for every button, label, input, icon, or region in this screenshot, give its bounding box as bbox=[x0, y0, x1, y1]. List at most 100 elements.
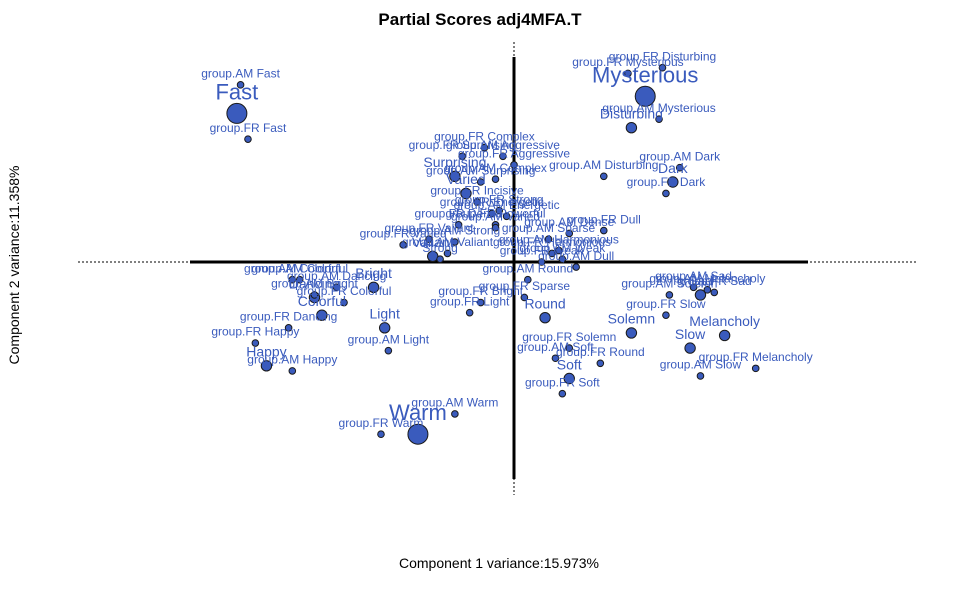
point-marker bbox=[548, 249, 556, 258]
point-marker bbox=[495, 206, 504, 215]
point-marker bbox=[378, 322, 391, 334]
point-label: Bright bbox=[355, 265, 392, 281]
point-label: group.AM Aggressive bbox=[446, 138, 560, 152]
point-marker bbox=[236, 81, 245, 89]
point-label: group.FR Valiant bbox=[384, 221, 474, 235]
point-label: Light bbox=[369, 306, 399, 322]
point-label: Happy bbox=[246, 344, 286, 360]
point-marker bbox=[451, 238, 459, 246]
point-label: group.FR Incisive bbox=[430, 184, 524, 198]
point-marker bbox=[491, 223, 500, 232]
point-marker bbox=[310, 291, 319, 299]
point-marker bbox=[332, 283, 341, 292]
point-marker bbox=[476, 298, 485, 307]
point-marker bbox=[425, 235, 433, 243]
point-marker bbox=[340, 298, 348, 307]
point-marker bbox=[226, 102, 248, 124]
point-label: Round bbox=[524, 296, 565, 312]
point-marker bbox=[718, 329, 731, 342]
point-marker bbox=[377, 430, 385, 439]
point-marker bbox=[544, 235, 553, 243]
point-label: group.AM Fast bbox=[201, 67, 280, 81]
point-label: group.FR Round bbox=[556, 345, 645, 359]
point-marker bbox=[524, 275, 532, 284]
point-marker bbox=[458, 152, 467, 161]
point-label: group.FR Soft bbox=[525, 375, 600, 389]
point-marker bbox=[596, 359, 605, 368]
point-marker bbox=[399, 241, 407, 249]
point-marker bbox=[551, 354, 560, 363]
chart-title: Partial Scores adj4MFA.T bbox=[378, 10, 582, 29]
point-marker bbox=[675, 163, 684, 172]
point-label: group.FR Light bbox=[430, 294, 510, 308]
point-marker bbox=[658, 63, 667, 72]
point-marker bbox=[288, 275, 297, 284]
point-label: group.FR Sad bbox=[677, 274, 752, 288]
point-marker bbox=[491, 175, 500, 183]
point-label: group.AM Surprising bbox=[426, 164, 535, 178]
point-marker bbox=[703, 286, 712, 294]
point-marker bbox=[284, 324, 293, 332]
point-label: group.FR Surprising bbox=[409, 138, 516, 152]
point-label: group.AM Weak bbox=[519, 241, 606, 255]
point-label: group.FR Disturbing bbox=[609, 49, 716, 63]
point-marker bbox=[407, 423, 429, 445]
point-label: Valiant bbox=[412, 234, 454, 250]
point-label: Sad bbox=[688, 273, 713, 289]
point-label: group.FR Slow bbox=[626, 297, 706, 311]
point-label: group.FR Melancholy bbox=[699, 350, 813, 364]
point-marker bbox=[751, 364, 760, 373]
point-label: Melancholy bbox=[689, 313, 760, 329]
point-marker bbox=[499, 152, 507, 161]
point-marker bbox=[451, 410, 459, 418]
point-marker bbox=[572, 263, 580, 271]
point-label: Colorful bbox=[298, 293, 346, 309]
point-marker bbox=[260, 360, 273, 372]
point-marker bbox=[480, 143, 489, 152]
point-label: group.FR Dancing bbox=[240, 310, 337, 324]
point-label: group.AM Solemn bbox=[621, 277, 717, 291]
point-label: group.FR Harmonious bbox=[493, 235, 611, 249]
point-label: group.AM Warm bbox=[411, 396, 498, 410]
point-label: group.FR Weak bbox=[500, 244, 585, 258]
point-marker bbox=[710, 288, 719, 297]
point-marker bbox=[599, 226, 608, 235]
point-label: Varied bbox=[446, 171, 485, 187]
point-label: group.FR Powerful bbox=[446, 207, 546, 221]
point-marker bbox=[510, 161, 518, 169]
point-marker bbox=[465, 308, 474, 317]
point-label: group.FR Dark bbox=[627, 175, 707, 189]
point-marker bbox=[384, 346, 393, 355]
point-label: group.FR Varied bbox=[360, 227, 447, 241]
point-marker bbox=[665, 291, 674, 299]
point-label: Slow bbox=[675, 326, 706, 342]
point-marker bbox=[684, 342, 696, 354]
point-marker bbox=[599, 172, 608, 181]
point-label: group.AM Complex bbox=[444, 161, 547, 175]
point-label: group.FR Mysterious bbox=[572, 55, 683, 69]
point-label: group.FR Colorful bbox=[297, 284, 392, 298]
point-marker bbox=[316, 309, 328, 321]
point-marker bbox=[537, 258, 546, 266]
point-marker bbox=[473, 198, 481, 206]
point-marker bbox=[488, 209, 496, 218]
point-label: group.AM Dancing bbox=[287, 269, 386, 283]
point-label: Dark bbox=[658, 160, 689, 176]
point-marker bbox=[449, 170, 461, 182]
point-label: group.AM Strong bbox=[410, 224, 501, 238]
point-marker bbox=[565, 344, 574, 352]
points-group bbox=[226, 63, 760, 445]
point-marker bbox=[460, 187, 472, 200]
point-label: Strong bbox=[422, 241, 457, 255]
point-marker bbox=[694, 289, 707, 301]
point-label: group.AM Bright bbox=[271, 277, 358, 291]
point-marker bbox=[634, 85, 656, 107]
point-marker bbox=[502, 212, 511, 221]
point-marker bbox=[565, 229, 574, 238]
point-marker bbox=[295, 275, 304, 284]
point-label: group.AM Sad bbox=[655, 269, 732, 283]
point-marker bbox=[625, 122, 638, 134]
point-label: group.AM Dense bbox=[524, 215, 614, 229]
point-marker bbox=[244, 135, 252, 143]
